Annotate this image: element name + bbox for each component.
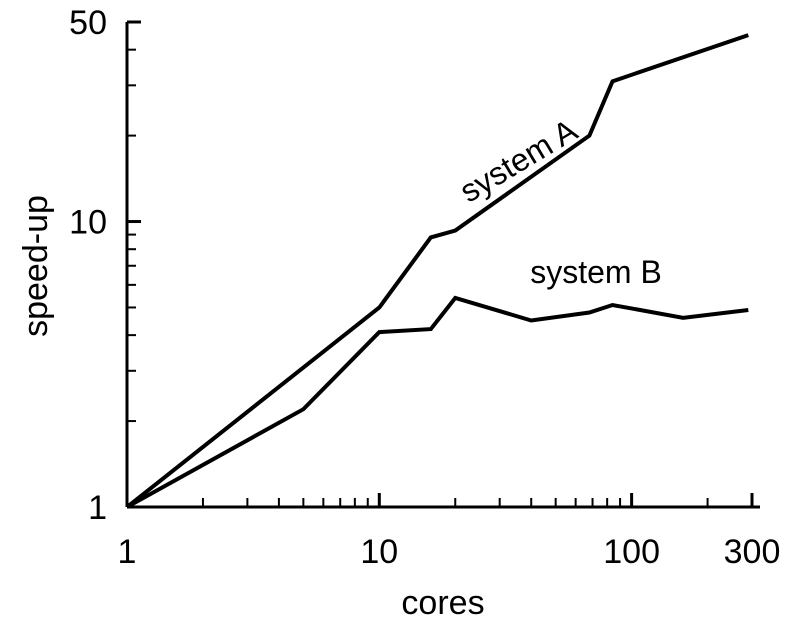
y-tick-label: 10	[69, 204, 107, 242]
series-label-system-b: system B	[530, 254, 662, 290]
y-axis-label: speed-up	[17, 195, 55, 337]
x-tick-label: 1	[118, 533, 137, 571]
chart-axes	[125, 22, 760, 509]
x-tick-label: 10	[360, 533, 398, 571]
x-tick-label: 100	[603, 533, 660, 571]
x-axis-label: cores	[401, 584, 484, 622]
y-tick-labels: 1 10 50	[69, 4, 107, 527]
y-minor-ticks	[127, 20, 141, 509]
series-label-system-a: system A	[453, 111, 583, 209]
series-line-system-a	[125, 33, 749, 509]
series-line-system-b	[126, 295, 749, 509]
y-tick-label: 1	[88, 489, 107, 527]
series-lines	[125, 33, 749, 509]
y-tick-label: 50	[69, 4, 107, 42]
x-minor-ticks	[125, 493, 754, 507]
x-tick-labels: 1 10 100 300	[118, 533, 781, 571]
x-tick-label: 300	[724, 533, 781, 571]
